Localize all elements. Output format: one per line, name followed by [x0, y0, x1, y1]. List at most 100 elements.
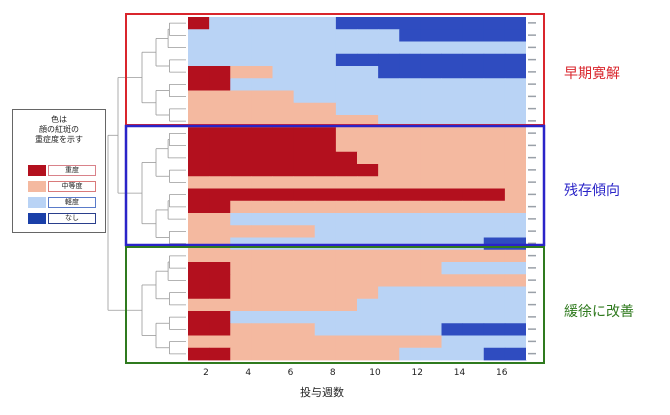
- heatmap-cell: [378, 347, 400, 361]
- heatmap-cell: [420, 90, 442, 104]
- heatmap-cell: [188, 41, 210, 55]
- heatmap-cell: [399, 78, 421, 91]
- heatmap-cell: [462, 200, 485, 214]
- heatmap-cell: [188, 176, 210, 189]
- row-id-mark: [528, 242, 536, 245]
- heatmap-cell: [251, 78, 273, 91]
- heatmap-cell: [188, 213, 210, 226]
- heatmap-cell: [504, 188, 527, 202]
- heatmap-cell: [209, 311, 231, 324]
- heatmap-cell: [335, 298, 358, 312]
- heatmap-cell: [335, 41, 358, 55]
- row-id-mark: [528, 328, 536, 330]
- heatmap-cell: [293, 102, 316, 116]
- row-id-mark: [528, 352, 536, 355]
- heatmap-cell: [399, 53, 421, 67]
- heatmap-cell: [357, 139, 379, 153]
- heatmap-cell: [399, 151, 421, 165]
- heatmap-cell: [420, 151, 442, 165]
- heatmap-cell: [335, 225, 358, 238]
- heatmap-cell: [483, 53, 506, 67]
- heatmap-cell: [420, 286, 442, 300]
- heatmap-cell: [504, 176, 527, 189]
- heatmap-cell: [251, 151, 273, 165]
- heatmap-cell: [230, 127, 252, 140]
- heatmap-cell: [420, 347, 442, 361]
- legend-item-severe: 重度: [28, 165, 96, 176]
- heatmap-cell: [441, 298, 464, 312]
- heatmap-cell: [314, 102, 337, 116]
- heatmap-cell: [357, 347, 379, 361]
- heatmap-cell: [420, 17, 442, 30]
- heatmap-cell: [230, 311, 252, 324]
- heatmap-cell: [293, 29, 316, 42]
- heatmap-cell: [420, 188, 442, 202]
- heatmap-cell: [335, 347, 358, 361]
- heatmap-cell: [188, 262, 210, 275]
- heatmap-cell: [293, 200, 316, 214]
- heatmap-cell: [293, 188, 316, 202]
- heatmap-cell: [462, 102, 485, 116]
- heatmap-cell: [335, 335, 358, 349]
- heatmap-cell: [272, 188, 295, 202]
- heatmap-cell: [483, 139, 506, 153]
- heatmap-cell: [420, 66, 442, 79]
- heatmap-cell: [209, 286, 231, 300]
- legend-swatch-severe: [28, 165, 46, 176]
- x-tick-label: 14: [454, 368, 466, 378]
- heatmap-cell: [272, 298, 295, 312]
- heatmap-cell: [420, 164, 442, 177]
- heatmap-cell: [483, 151, 506, 165]
- heatmap-cell: [293, 176, 316, 189]
- heatmap-cell: [335, 188, 358, 202]
- x-tick-label: 8: [330, 368, 336, 378]
- heatmap-cell: [483, 323, 506, 336]
- heatmap-cell: [209, 298, 231, 312]
- heatmap-cell: [251, 225, 273, 238]
- heatmap-cells: [188, 17, 527, 361]
- heatmap-cell: [504, 249, 527, 263]
- heatmap-cell: [188, 200, 210, 214]
- heatmap-cell: [504, 139, 527, 153]
- heatmap-cell: [209, 53, 231, 67]
- heatmap-cell: [251, 139, 273, 153]
- heatmap-cell: [504, 262, 527, 275]
- heatmap-cell: [504, 213, 527, 226]
- row-id-mark: [528, 46, 536, 49]
- heatmap-cell: [314, 139, 337, 153]
- heatmap-cell: [230, 176, 252, 189]
- heatmap-cell: [188, 286, 210, 300]
- row-id-mark: [528, 132, 536, 134]
- heatmap-cell: [314, 90, 337, 104]
- legend-title: 色は 顔の紅斑の 重症度を示す: [35, 115, 83, 144]
- heatmap-cell: [357, 164, 379, 177]
- heatmap-cell: [357, 335, 379, 349]
- heatmap-cell: [335, 323, 358, 336]
- heatmap-cell: [357, 298, 379, 312]
- heatmap-cell: [378, 102, 400, 116]
- heatmap-cell: [251, 249, 273, 263]
- heatmap-cell: [399, 311, 421, 324]
- heatmap-cell: [462, 225, 485, 238]
- heatmap-cell: [209, 164, 231, 177]
- heatmap-cell: [357, 213, 379, 226]
- heatmap-cell: [251, 188, 273, 202]
- heatmap-cell: [272, 262, 295, 275]
- heatmap-cell: [357, 249, 379, 263]
- heatmap-cell: [462, 274, 485, 287]
- heatmap-cell: [483, 298, 506, 312]
- heatmap-cell: [209, 176, 231, 189]
- legend-item-none: なし: [28, 213, 96, 224]
- heatmap-cell: [272, 53, 295, 67]
- heatmap-cell: [462, 176, 485, 189]
- heatmap-cell: [209, 102, 231, 116]
- heatmap-cell: [441, 41, 464, 55]
- heatmap-cell: [314, 29, 337, 42]
- heatmap-cell: [251, 262, 273, 275]
- heatmap-cell: [230, 262, 252, 275]
- heatmap-cell: [483, 66, 506, 79]
- heatmap-cell: [399, 41, 421, 55]
- heatmap-cell: [357, 53, 379, 67]
- heatmap-cell: [230, 66, 252, 79]
- heatmap-cell: [209, 29, 231, 42]
